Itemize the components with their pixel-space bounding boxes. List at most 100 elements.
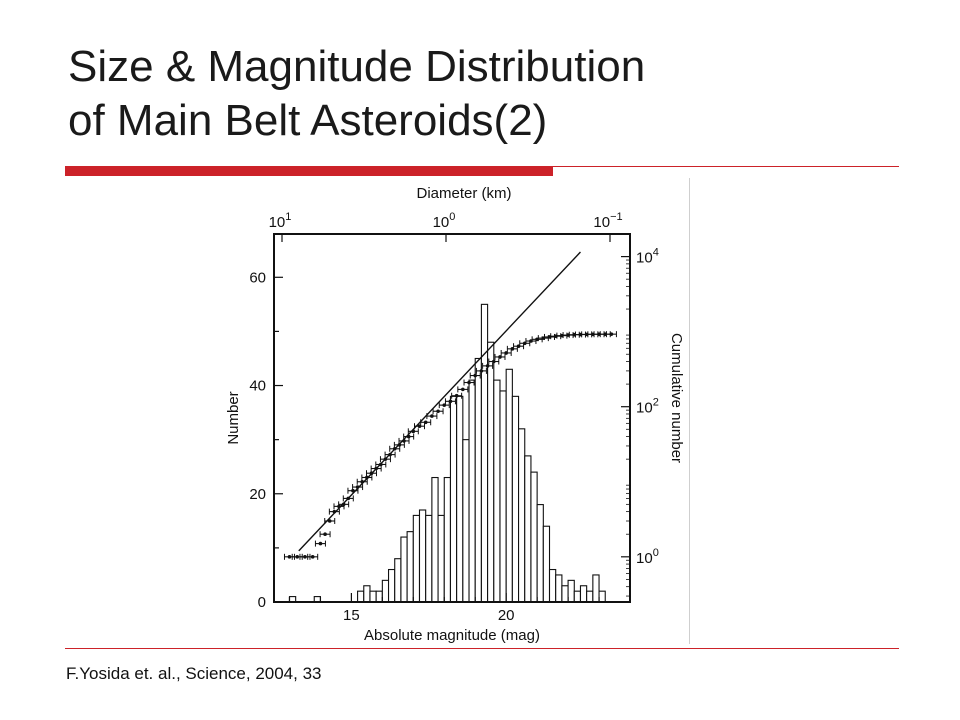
cumulative-point [398, 437, 410, 444]
histogram-bar [425, 514, 433, 603]
histogram-bar [480, 303, 489, 603]
cumulative-point [506, 345, 518, 352]
cumulative-point [494, 353, 506, 360]
histogram-bar [536, 504, 544, 603]
histogram-bar [524, 455, 532, 603]
histogram-bar [592, 574, 600, 603]
cumulative-point [407, 428, 419, 435]
histogram-bar [561, 585, 569, 603]
cumulative-point [319, 531, 331, 538]
cumulative-point [403, 433, 415, 440]
cumulative-point [457, 386, 469, 393]
histogram-bar [394, 558, 402, 603]
right-tick-label: 100 [636, 547, 659, 567]
histogram-bars [288, 303, 606, 603]
cumulative-point [550, 333, 562, 340]
figure-panel: 15 20 0 20 40 60 101 100 10−1 100 102 104 Absolute … [218, 176, 690, 644]
top-tick-label: 100 [433, 211, 456, 231]
cumulative-point [324, 518, 336, 525]
fit-line [298, 251, 581, 552]
cumulative-point [314, 540, 326, 547]
histogram-bar [443, 476, 452, 603]
y-tick-label: 60 [249, 269, 266, 286]
right-axis-label: Cumulative number [668, 333, 685, 463]
histogram-bar [511, 395, 520, 603]
cumulative-point [389, 445, 401, 452]
histogram-bar [400, 536, 408, 603]
histogram-bar [530, 471, 538, 603]
right-tick-label: 102 [636, 397, 659, 417]
histogram-bar [598, 590, 606, 603]
histogram-bar [505, 368, 513, 603]
x-tick-label: 20 [498, 607, 515, 624]
citation: F.Yosida et. al., Science, 2004, 33 [66, 664, 322, 683]
axis-ticks [274, 234, 630, 603]
histogram-bar [369, 590, 377, 603]
histogram-bar [542, 525, 551, 603]
cumulative-series [283, 331, 617, 560]
slide-title: Size & Magnitude Distribution of Main Be… [68, 40, 928, 148]
footer-rule [65, 648, 899, 649]
cumulative-point [482, 362, 494, 369]
histogram-bar [406, 531, 414, 603]
histogram-bar [567, 579, 575, 603]
cumulative-point [432, 408, 444, 415]
figure-edge [689, 178, 690, 644]
cumulative-point [537, 335, 549, 342]
title-underline-rule [553, 166, 899, 167]
histogram-bar [518, 428, 526, 603]
x-axis-label: Absolute magnitude (mag) [364, 627, 540, 644]
cumulative-point [356, 478, 368, 485]
cumulative-point [605, 331, 617, 338]
histogram-bar [493, 379, 501, 603]
histogram-bar [357, 590, 365, 603]
right-tick-label: 104 [636, 247, 659, 267]
cumulative-point [420, 419, 432, 426]
cumulative-point [488, 358, 500, 365]
cumulative-point [426, 413, 438, 420]
histogram-bar [468, 379, 476, 603]
slide-title-line-1: Size & Magnitude Distribution [68, 42, 646, 91]
cumulative-point [352, 484, 364, 491]
cumulative-point [463, 379, 475, 386]
top-tick-label: 101 [269, 211, 292, 231]
cumulative-point [342, 495, 354, 502]
histogram-bar [586, 590, 594, 603]
cumulative-point [347, 487, 359, 494]
histogram-bar [462, 439, 470, 603]
power-law-fit-line [298, 251, 581, 552]
slide-title-line-2: of Main Belt Asteroids(2) [68, 96, 548, 145]
magnitude-distribution-chart: 15 20 0 20 40 60 101 100 10−1 100 102 104 Absolute … [225, 185, 685, 644]
cumulative-point [375, 461, 387, 468]
histogram-bar [431, 476, 439, 603]
histogram-bar [363, 585, 371, 603]
histogram-bar [555, 574, 563, 603]
x-tick-label: 15 [343, 607, 360, 624]
cumulative-point [384, 451, 396, 458]
title-underline-accent [65, 166, 553, 176]
cumulative-point [413, 423, 425, 430]
cumulative-point [500, 349, 512, 356]
cumulative-point [379, 456, 391, 463]
histogram-bar [381, 579, 390, 603]
histogram-bar [387, 568, 396, 603]
histogram-bar [487, 341, 495, 603]
cumulative-point [366, 470, 378, 477]
cumulative-point [513, 343, 525, 350]
top-axis-label: Diameter (km) [416, 185, 511, 202]
histogram-bar [449, 395, 458, 603]
cumulative-point [475, 367, 487, 374]
cumulative-point [370, 465, 382, 472]
cumulative-point [451, 392, 463, 399]
histogram-bar [474, 357, 482, 603]
histogram-bar [548, 568, 557, 603]
cumulative-point [444, 398, 456, 405]
cumulative-point [544, 333, 556, 340]
histogram-bar [579, 585, 588, 603]
cumulative-point [361, 474, 373, 481]
histogram-bar [412, 514, 421, 603]
y-tick-label: 0 [258, 594, 266, 611]
y-axis-label: Number [225, 391, 242, 444]
histogram-bar [573, 590, 582, 603]
cumulative-point [469, 372, 481, 379]
